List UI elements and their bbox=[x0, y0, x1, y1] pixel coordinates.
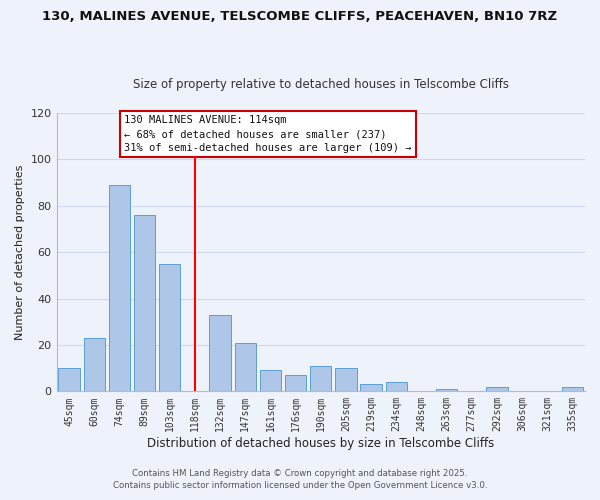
Bar bbox=[436, 389, 457, 392]
Bar bbox=[134, 215, 155, 392]
Bar bbox=[361, 384, 382, 392]
Text: 130, MALINES AVENUE, TELSCOMBE CLIFFS, PEACEHAVEN, BN10 7RZ: 130, MALINES AVENUE, TELSCOMBE CLIFFS, P… bbox=[43, 10, 557, 23]
Bar bbox=[310, 366, 331, 392]
Text: 130 MALINES AVENUE: 114sqm
← 68% of detached houses are smaller (237)
31% of sem: 130 MALINES AVENUE: 114sqm ← 68% of deta… bbox=[124, 116, 412, 154]
Bar bbox=[486, 386, 508, 392]
Bar bbox=[109, 185, 130, 392]
X-axis label: Distribution of detached houses by size in Telscombe Cliffs: Distribution of detached houses by size … bbox=[147, 437, 494, 450]
Bar bbox=[209, 315, 231, 392]
Bar bbox=[562, 386, 583, 392]
Bar bbox=[386, 382, 407, 392]
Bar bbox=[235, 342, 256, 392]
Y-axis label: Number of detached properties: Number of detached properties bbox=[15, 164, 25, 340]
Bar bbox=[83, 338, 105, 392]
Bar bbox=[335, 368, 356, 392]
Bar bbox=[260, 370, 281, 392]
Text: Contains HM Land Registry data © Crown copyright and database right 2025.
Contai: Contains HM Land Registry data © Crown c… bbox=[113, 468, 487, 490]
Bar bbox=[285, 375, 307, 392]
Bar bbox=[58, 368, 80, 392]
Bar bbox=[159, 264, 181, 392]
Title: Size of property relative to detached houses in Telscombe Cliffs: Size of property relative to detached ho… bbox=[133, 78, 509, 91]
